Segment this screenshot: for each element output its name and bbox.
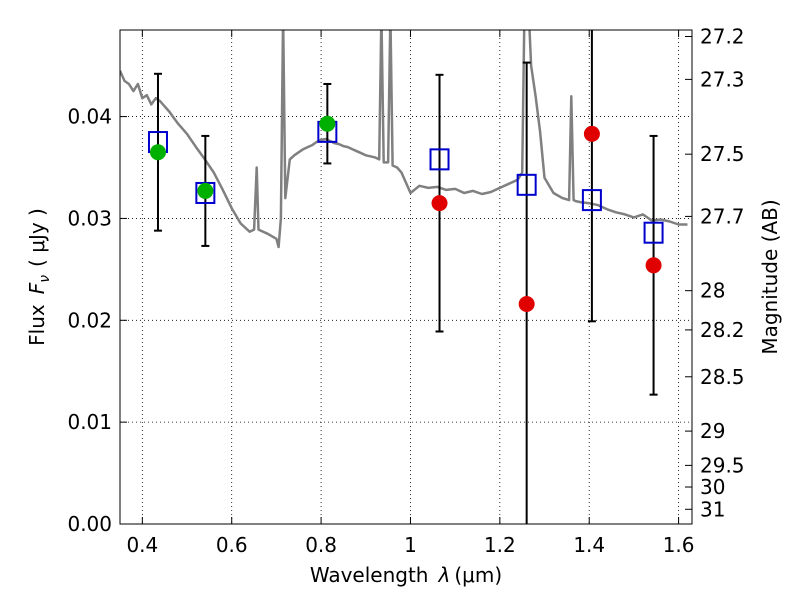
observed-point xyxy=(197,182,214,199)
observed-point xyxy=(319,115,336,132)
y-tick-label: 0.00 xyxy=(67,512,112,536)
magnitude-tick-label: 27.3 xyxy=(700,67,745,91)
observed-point xyxy=(149,144,166,161)
model-spectrum xyxy=(120,30,688,249)
magnitude-tick-label: 29.5 xyxy=(700,453,745,477)
magnitude-tick-label: 27.2 xyxy=(700,24,745,48)
x-tick-label: 1.6 xyxy=(663,533,695,557)
x-tick-label: 1.2 xyxy=(484,533,516,557)
magnitude-tick-label: 28 xyxy=(700,279,725,303)
magnitude-tick-label: 27.5 xyxy=(700,142,745,166)
magnitude-tick-label: 30 xyxy=(700,475,725,499)
model-bandpass-square xyxy=(516,173,537,196)
y-tick-label: 0.02 xyxy=(67,308,112,332)
observed-point xyxy=(431,195,448,212)
magnitude-tick-label: 31 xyxy=(700,497,725,521)
magnitude-tick-label: 28.2 xyxy=(700,318,745,342)
model-bandpass-square xyxy=(429,148,450,171)
x-tick-label: 0.6 xyxy=(216,533,248,557)
y-tick-label: 0.03 xyxy=(67,206,112,230)
magnitude-tick-label: 28.5 xyxy=(700,365,745,389)
model-spectrum-line xyxy=(120,30,688,249)
x-tick-label: 1 xyxy=(404,533,417,557)
observed-points xyxy=(149,115,662,312)
y-tick-label: 0.01 xyxy=(67,410,112,434)
observed-point xyxy=(518,295,535,312)
model-bandpass-square xyxy=(581,189,602,212)
plot-frame xyxy=(119,29,693,525)
x-axis-ticks: 0.4 0.6 0.8 1 1.2 1.4 1.6 xyxy=(126,30,695,557)
y-axis-title: FluxFν( μJy ) xyxy=(25,208,53,346)
magnitude-axis-title: Magnitude (AB) xyxy=(758,199,782,354)
x-tick-label: 0.4 xyxy=(126,533,158,557)
observed-point xyxy=(645,257,662,274)
magnitude-tick-label: 27.7 xyxy=(700,204,745,228)
error-bars xyxy=(153,30,658,524)
y-axis-ticks: 0.00 0.01 0.02 0.03 0.04 xyxy=(67,105,127,536)
x-axis-title: Wavelength λ (μm) xyxy=(310,563,502,587)
x-tick-label: 1.4 xyxy=(573,533,605,557)
x-tick-label: 0.8 xyxy=(305,533,337,557)
y-tick-label: 0.04 xyxy=(67,105,112,129)
grid-lines xyxy=(120,30,692,525)
magnitude-tick-label: 29 xyxy=(700,419,725,443)
model-bandpass-square xyxy=(643,221,664,244)
observed-point xyxy=(583,125,600,142)
